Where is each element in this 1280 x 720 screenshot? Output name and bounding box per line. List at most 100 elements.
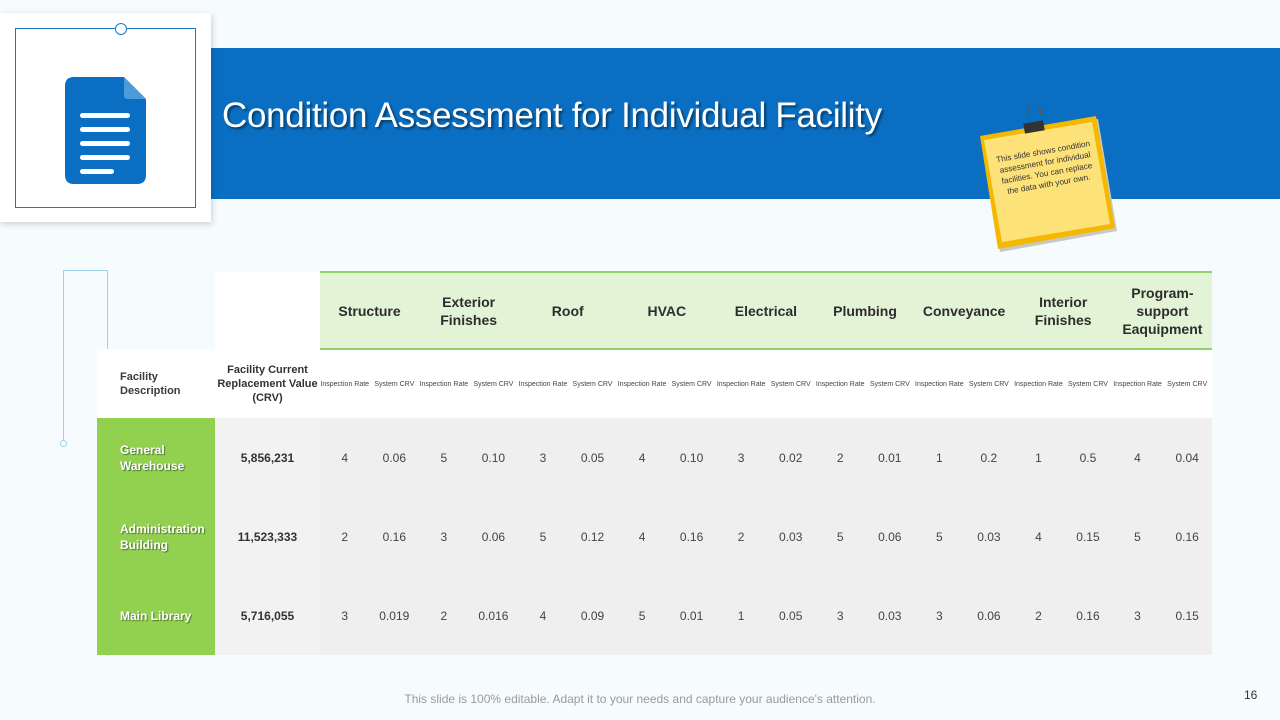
- sub-header-crv: System CRV: [369, 349, 420, 418]
- table-cell: 0.2: [964, 418, 1014, 497]
- table-cell: 4: [1112, 418, 1163, 497]
- table-cell: 3: [518, 418, 568, 497]
- pin-circle-icon: [115, 23, 127, 35]
- table-cell: 0.03: [765, 497, 816, 576]
- row-label: Main Library: [97, 576, 215, 655]
- sub-header-rate: Inspection Rate: [716, 349, 766, 418]
- table-cell: 0.5: [1063, 418, 1113, 497]
- category-header-row: Structure Exterior Finishes Roof HVAC El…: [97, 271, 1212, 350]
- category-header: Conveyance: [914, 271, 1014, 350]
- sub-header-crv: System CRV: [1063, 349, 1113, 418]
- sticky-note-paper-icon: [980, 106, 1117, 252]
- table-cell: 0.016: [468, 576, 519, 655]
- table-cell: 0.16: [1063, 576, 1113, 655]
- sub-header-rate: Inspection Rate: [1013, 349, 1064, 418]
- bracket-dot: [60, 440, 67, 447]
- category-header: Electrical: [716, 271, 816, 350]
- table-cell: 0.16: [369, 497, 420, 576]
- icon-card: [0, 13, 211, 222]
- bracket-top: [63, 270, 108, 271]
- table-cell: 1: [914, 418, 965, 497]
- sub-header-rate: Inspection Rate: [815, 349, 866, 418]
- category-header: Program-support Eaquipment: [1112, 271, 1212, 350]
- icon-frame: [15, 28, 196, 208]
- table-cell: 5: [518, 497, 568, 576]
- row-label: Administration Building: [97, 497, 215, 576]
- table-cell: 0.019: [369, 576, 420, 655]
- facility-description-header: Facility Description: [97, 349, 215, 418]
- table-cell: 4: [617, 497, 667, 576]
- category-header: Plumbing: [815, 271, 915, 350]
- table-cell: 0.06: [468, 497, 519, 576]
- table-cell: 2: [320, 497, 370, 576]
- sub-header-row: Facility Description Facility Current Re…: [97, 349, 1212, 418]
- table-cell: 5: [617, 576, 667, 655]
- table-cell: 0.03: [964, 497, 1014, 576]
- sub-header-crv: System CRV: [567, 349, 618, 418]
- table-cell: 3: [419, 497, 469, 576]
- bracket-left: [63, 270, 64, 442]
- table-cell: 4: [1013, 497, 1064, 576]
- table-cell: 2: [815, 418, 866, 497]
- row-crv: 11,523,333: [215, 497, 320, 576]
- category-header: Exterior Finishes: [419, 271, 519, 350]
- document-icon: [65, 77, 146, 184]
- crv-header: Facility Current Replacement Value (CRV): [215, 349, 320, 418]
- table-cell: 0.05: [567, 418, 618, 497]
- sticky-note: This slide shows condition assessment fo…: [978, 106, 1118, 256]
- sub-header-crv: System CRV: [468, 349, 519, 418]
- table-cell: 0.05: [765, 576, 816, 655]
- table-cell: 5: [1112, 497, 1163, 576]
- sub-header-crv: System CRV: [964, 349, 1014, 418]
- table-cell: 0.01: [666, 576, 717, 655]
- table-cell: 0.04: [1162, 418, 1212, 497]
- table-cell: 3: [815, 576, 866, 655]
- category-header: Interior Finishes: [1013, 271, 1113, 350]
- table-cell: 5: [419, 418, 469, 497]
- condition-table: Structure Exterior Finishes Roof HVAC El…: [97, 271, 1212, 655]
- header-blank-cell: [97, 272, 215, 349]
- table-cell: 0.16: [666, 497, 717, 576]
- table-cell: 0.03: [865, 576, 915, 655]
- table-cell: 5: [914, 497, 965, 576]
- table-row: General Warehouse 5,856,231 4 0.06 5 0.1…: [97, 418, 1212, 497]
- sub-header-crv: System CRV: [765, 349, 816, 418]
- crv-header-top: [215, 272, 320, 349]
- sub-header-rate: Inspection Rate: [1112, 349, 1163, 418]
- table-cell: 0.16: [1162, 497, 1212, 576]
- sub-header-crv: System CRV: [666, 349, 717, 418]
- table-cell: 3: [914, 576, 965, 655]
- category-header: HVAC: [617, 271, 717, 350]
- sub-header-rate: Inspection Rate: [914, 349, 965, 418]
- table-cell: 2: [419, 576, 469, 655]
- table-cell: 3: [716, 418, 766, 497]
- table-cell: 3: [320, 576, 370, 655]
- table-cell: 0.02: [765, 418, 816, 497]
- row-crv: 5,856,231: [215, 418, 320, 497]
- table-cell: 0.09: [567, 576, 618, 655]
- table-cell: 4: [320, 418, 370, 497]
- table-cell: 0.01: [865, 418, 915, 497]
- row-label: General Warehouse: [97, 418, 215, 497]
- table-cell: 0.15: [1063, 497, 1113, 576]
- sub-header-crv: System CRV: [1162, 349, 1212, 418]
- table-cell: 0.10: [666, 418, 717, 497]
- table-cell: 1: [716, 576, 766, 655]
- row-crv: 5,716,055: [215, 576, 320, 655]
- table-cell: 0.06: [865, 497, 915, 576]
- table-cell: 0.06: [964, 576, 1014, 655]
- table-cell: 0.15: [1162, 576, 1212, 655]
- sub-header-rate: Inspection Rate: [419, 349, 469, 418]
- footer-text: This slide is 100% editable. Adapt it to…: [404, 692, 876, 706]
- page-number: 16: [1244, 688, 1258, 702]
- sub-header-rate: Inspection Rate: [617, 349, 667, 418]
- table-cell: 0.10: [468, 418, 519, 497]
- sub-header-crv: System CRV: [865, 349, 915, 418]
- sub-header-rate: Inspection Rate: [320, 349, 370, 418]
- category-header: Structure: [320, 271, 420, 350]
- table-cell: 0.06: [369, 418, 420, 497]
- table-cell: 2: [716, 497, 766, 576]
- sub-header-rate: Inspection Rate: [518, 349, 568, 418]
- table-cell: 1: [1013, 418, 1064, 497]
- table-cell: 5: [815, 497, 866, 576]
